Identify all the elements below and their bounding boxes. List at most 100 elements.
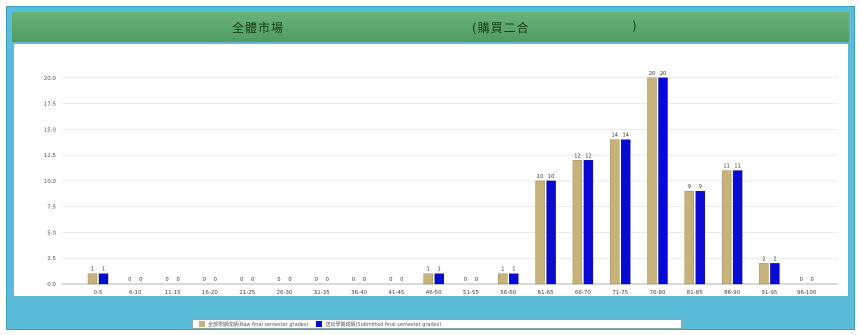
x-tick-label: 76-80 [650, 290, 666, 296]
data-label-submitted: 0 [363, 277, 366, 283]
y-tick-label: 10.0 [44, 179, 57, 185]
data-label-raw: 20 [649, 71, 655, 77]
data-label-raw: 0 [128, 277, 131, 283]
chart-title-left: 全體市場 [232, 21, 285, 35]
chart-title-band [12, 12, 849, 42]
data-label-submitted: 0 [326, 277, 329, 283]
plot-panel [14, 44, 848, 296]
bar-raw-76-80 [647, 77, 657, 285]
data-label-submitted: 1 [102, 267, 105, 273]
x-tick-label: 61-65 [538, 290, 554, 296]
data-label-submitted: 1 [512, 267, 515, 273]
y-tick-label: 7.5 [47, 205, 56, 211]
x-tick-label: 31-35 [314, 290, 330, 296]
y-tick-label: 0.0 [47, 282, 56, 288]
data-label-submitted: 9 [699, 184, 702, 190]
data-label-raw: 0 [240, 277, 243, 283]
chart-title-middle: (購買二合 [472, 21, 530, 35]
x-tick-label: 56-60 [500, 290, 516, 296]
x-tick-label: 66-70 [575, 290, 591, 296]
bar-raw-61-65 [535, 180, 545, 285]
bar-raw-91-95 [759, 263, 769, 285]
data-label-submitted: 0 [177, 277, 180, 283]
data-label-raw: 0 [166, 277, 169, 283]
bar-submitted-91-95 [770, 263, 780, 285]
data-label-raw: 0 [389, 277, 392, 283]
data-label-submitted: 0 [475, 277, 478, 283]
bar-submitted-86-90 [732, 170, 743, 285]
y-tick-label: 12.5 [44, 153, 57, 159]
data-label-raw: 0 [464, 277, 467, 283]
x-tick-label: 81-85 [687, 290, 703, 296]
bar-submitted-56-60 [509, 273, 519, 285]
data-label-submitted: 12 [585, 153, 591, 159]
x-tick-label: 0-5 [94, 290, 103, 296]
data-label-submitted: 0 [400, 277, 403, 283]
legend: 全部學期成績(Raw final semester grades) 送出學期成績… [192, 319, 682, 329]
bar-submitted-81-85 [695, 190, 705, 285]
x-tick-label: 86-90 [724, 290, 740, 296]
data-label-submitted: 1 [438, 267, 441, 273]
legend-label-raw: 全部學期成績(Raw final semester grades) [208, 321, 309, 328]
data-label-raw: 11 [723, 164, 729, 170]
axis-layer: 0.0 2.5 5.0 7.5 10.0 12.5 15.0 17.5 20.0 [44, 76, 838, 288]
bar-submitted-76-80 [658, 77, 668, 285]
data-label-raw: 2 [762, 256, 765, 262]
y-tick-label: 5.0 [47, 230, 56, 236]
legend-swatch-raw [199, 321, 205, 327]
data-label-submitted: 0 [214, 277, 217, 283]
bar-raw-0-5 [87, 273, 98, 285]
data-label-raw: 0 [315, 277, 318, 283]
bar-layer [87, 77, 780, 285]
x-tick-label: 41-45 [388, 290, 404, 296]
x-tick-label: 11-15 [165, 290, 181, 296]
x-tick-label: 21-25 [239, 290, 255, 296]
grid-layer [62, 77, 838, 259]
bar-raw-71-75 [610, 139, 620, 285]
data-label-raw: 10 [537, 174, 543, 180]
data-label-submitted: 0 [139, 277, 142, 283]
data-label-submitted: 20 [660, 71, 666, 77]
data-label-submitted: 10 [548, 174, 554, 180]
data-label-raw: 14 [612, 133, 618, 139]
x-tick-label: 36-40 [351, 290, 367, 296]
bar-raw-81-85 [684, 190, 694, 285]
bar-submitted-0-5 [98, 273, 109, 285]
data-label-submitted: 11 [734, 164, 740, 170]
bar-submitted-71-75 [621, 139, 631, 285]
x-tick-label: 96-100 [797, 290, 817, 296]
data-label-raw: 1 [427, 267, 430, 273]
x-tick-label: 6-10 [129, 290, 142, 296]
bar-submitted-46-50 [434, 273, 444, 285]
bar-submitted-61-65 [546, 180, 556, 285]
label-layer: 1 10-50 06-100 011-150 016-200 021-250 026-300… [91, 71, 817, 296]
x-tick-label: 16-20 [202, 290, 218, 296]
legend-item-raw: 全部學期成績(Raw final semester grades) [199, 321, 308, 328]
data-label-submitted: 2 [773, 256, 776, 262]
legend-item-submitted: 送出學期成績(Submitted final semester grades) [316, 321, 441, 328]
data-label-submitted: 14 [623, 133, 629, 139]
legend-swatch-submitted [316, 321, 323, 327]
x-tick-label: 91-95 [761, 290, 777, 296]
x-tick-label: 71-75 [612, 290, 628, 296]
data-label-raw: 0 [277, 277, 280, 283]
data-label-submitted: 0 [288, 277, 291, 283]
bar-raw-46-50 [423, 273, 433, 285]
data-label-raw: 9 [688, 184, 691, 190]
data-label-raw: 1 [501, 267, 504, 273]
data-label-submitted: 0 [251, 277, 254, 283]
y-tick-label: 20.0 [44, 76, 57, 82]
y-tick-label: 15.0 [44, 127, 57, 133]
data-label-raw: 0 [203, 277, 206, 283]
x-tick-label: 46-50 [426, 290, 442, 296]
chart-title-right: ) [632, 19, 638, 33]
y-tick-label: 17.5 [44, 102, 57, 108]
x-tick-label: 51-55 [463, 290, 479, 296]
y-tick-label: 2.5 [47, 256, 56, 262]
data-label-raw: 1 [91, 267, 94, 273]
data-label-submitted: 0 [811, 277, 814, 283]
data-label-raw: 12 [574, 153, 580, 159]
bar-raw-66-70 [572, 160, 583, 285]
legend-label-submitted: 送出學期成績(Submitted final semester grades) [325, 321, 442, 328]
